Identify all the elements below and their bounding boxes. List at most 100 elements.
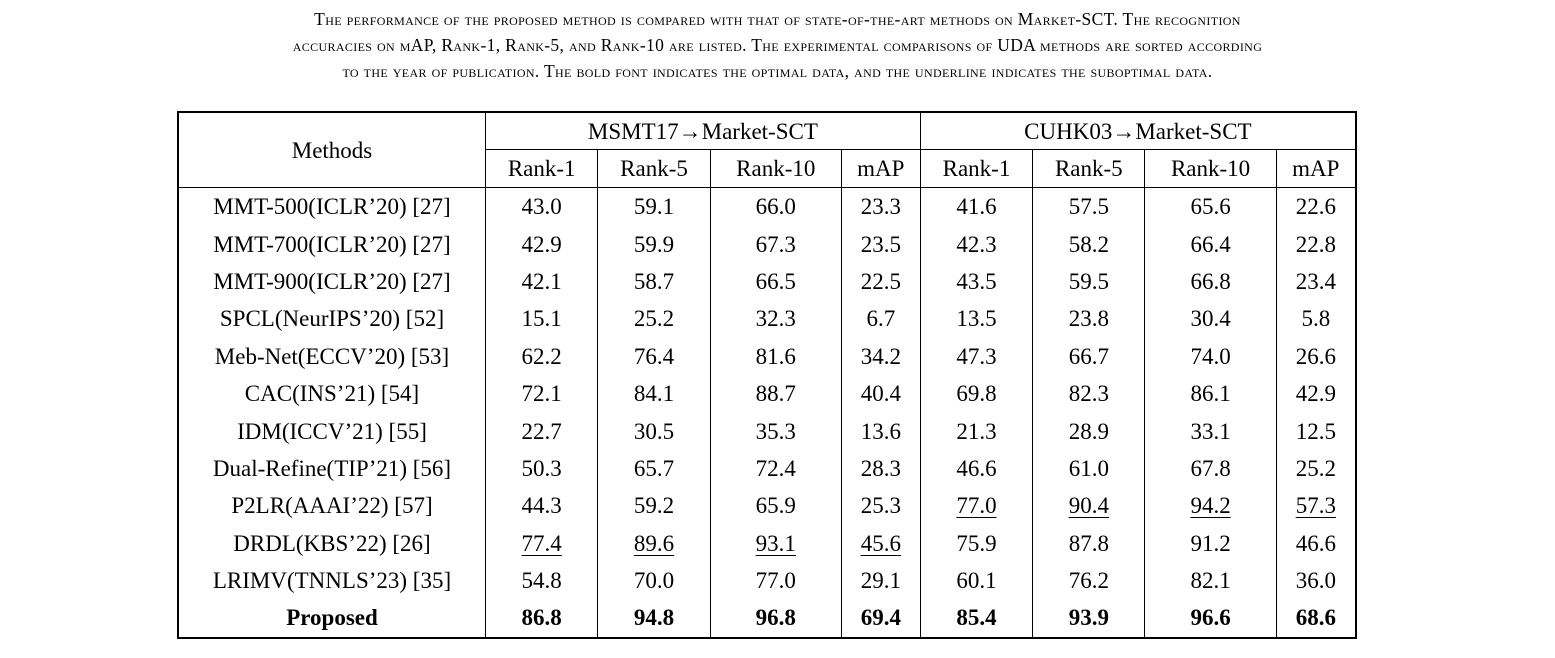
metric-cell: 6.7 xyxy=(840,300,921,338)
table-caption: The performance of the proposed method i… xyxy=(20,6,1535,84)
metric-value: 33.1 xyxy=(1190,418,1231,444)
metric-value: 90.4 xyxy=(1068,493,1109,519)
metric-value: 65.7 xyxy=(633,455,675,481)
metric-cell: 86.8 xyxy=(484,599,598,639)
metric-header: Rank-1 xyxy=(484,149,598,188)
method-name: Dual-Refine(TIP’21) [56] xyxy=(177,449,486,488)
metric-value: 40.4 xyxy=(860,381,901,407)
metric-header: mAP xyxy=(1275,149,1357,188)
metric-cell: 77.0 xyxy=(919,487,1033,525)
metric-value: 65.9 xyxy=(755,493,796,519)
method-name: MMT-500(ICLR’20) [27] xyxy=(177,187,486,226)
metric-cell: 13.6 xyxy=(840,412,921,450)
table-row: Proposed 86.8 94.8 96.8 69.4 85.4 93.9 96.6 68.6 xyxy=(177,599,1357,639)
metric-cell: 50.3 xyxy=(484,449,598,488)
metric-value: 81.6 xyxy=(755,343,796,369)
metric-cell: 87.8 xyxy=(1032,524,1145,562)
metric-value: 76.4 xyxy=(633,343,675,369)
metric-value: 26.6 xyxy=(1295,343,1336,369)
caption-line-1: The performance of the proposed method i… xyxy=(314,9,1241,29)
table-row: Meb-Net(ECCV’20) [53] 62.2 76.4 81.6 34.2 47.… xyxy=(177,337,1357,375)
metric-value: 93.1 xyxy=(755,530,796,556)
metric-value: 25.2 xyxy=(1295,455,1336,481)
metric-value: 23.4 xyxy=(1295,268,1336,294)
method-name: SPCL(NeurIPS’20) [52] xyxy=(177,300,486,338)
methods-header: Methods xyxy=(177,111,486,188)
metric-cell: 66.4 xyxy=(1144,225,1277,263)
metric-value: 23.5 xyxy=(860,231,901,257)
table-row: MMT-700(ICLR’20) [27] 42.9 59.9 67.3 23.5 42.… xyxy=(177,225,1357,263)
metric-cell: 76.4 xyxy=(597,337,711,375)
method-name: CAC(INS’21) [54] xyxy=(177,374,486,413)
metric-value: 66.4 xyxy=(1190,231,1231,257)
metric-value: 69.4 xyxy=(860,605,901,631)
metric-cell: 65.9 xyxy=(709,487,842,525)
metric-value: 82.1 xyxy=(1190,568,1231,594)
metric-cell: 86.1 xyxy=(1144,374,1277,413)
metric-cell: 77.4 xyxy=(484,524,598,562)
metric-cell: 59.2 xyxy=(597,487,711,525)
metric-header: Rank-10 xyxy=(1144,149,1277,188)
metric-cell: 33.1 xyxy=(1144,412,1277,450)
metric-cell: 22.5 xyxy=(840,262,921,301)
metric-value: 86.8 xyxy=(521,605,562,631)
metric-value: 44.3 xyxy=(521,493,562,519)
caption-line-3: to the year of publication. The bold fon… xyxy=(342,61,1213,81)
metric-value: 60.1 xyxy=(956,568,997,594)
metric-value: 96.6 xyxy=(1190,605,1231,631)
metric-cell: 67.8 xyxy=(1144,449,1277,488)
metric-cell: 34.2 xyxy=(840,337,921,375)
metric-value: 47.3 xyxy=(956,343,997,369)
metric-cell: 89.6 xyxy=(597,524,711,562)
metric-cell: 46.6 xyxy=(919,449,1033,488)
metric-value: 59.2 xyxy=(633,493,675,519)
metric-cell: 74.0 xyxy=(1144,337,1277,375)
results-table: Methods MSMT17→Market-SCT CUHK03→Market-… xyxy=(177,111,1357,639)
metric-value: 58.2 xyxy=(1068,231,1109,257)
metric-value: 77.4 xyxy=(521,530,562,556)
metric-cell: 72.1 xyxy=(484,374,598,413)
metric-header: mAP xyxy=(840,149,921,188)
metric-value: 66.5 xyxy=(755,268,796,294)
metric-value: 34.2 xyxy=(860,343,901,369)
metric-cell: 23.4 xyxy=(1275,262,1357,301)
metric-value: 35.3 xyxy=(755,418,796,444)
metric-value: 22.7 xyxy=(521,418,562,444)
metric-cell: 45.6 xyxy=(840,524,921,562)
metric-cell: 30.4 xyxy=(1144,300,1277,338)
metric-cell: 58.2 xyxy=(1032,225,1145,263)
metric-cell: 72.4 xyxy=(709,449,842,488)
metric-value: 13.6 xyxy=(860,418,901,444)
metric-cell: 57.3 xyxy=(1275,487,1357,525)
metric-value: 59.9 xyxy=(633,231,675,257)
metric-cell: 40.4 xyxy=(840,374,921,413)
metric-cell: 46.6 xyxy=(1275,524,1357,562)
metric-value: 72.1 xyxy=(521,381,562,407)
metric-header: Rank-5 xyxy=(1032,149,1145,188)
metric-value: 68.6 xyxy=(1295,605,1336,631)
metric-value: 57.5 xyxy=(1068,194,1109,220)
metric-cell: 23.5 xyxy=(840,225,921,263)
metric-value: 46.6 xyxy=(1295,530,1336,556)
metric-value: 42.9 xyxy=(1295,381,1336,407)
metric-cell: 93.1 xyxy=(709,524,842,562)
metric-value: 43.0 xyxy=(521,194,562,220)
metric-cell: 70.0 xyxy=(597,561,711,600)
metric-cell: 29.1 xyxy=(840,561,921,600)
metric-cell: 36.0 xyxy=(1275,561,1357,600)
table-row: LRIMV(TNNLS’23) [35] 54.8 70.0 77.0 29.1 60.1… xyxy=(177,561,1357,600)
metric-value: 77.0 xyxy=(755,568,796,594)
metric-cell: 75.9 xyxy=(919,524,1033,562)
metric-cell: 25.2 xyxy=(1275,449,1357,488)
metric-cell: 25.2 xyxy=(597,300,711,338)
metric-cell: 94.8 xyxy=(597,599,711,639)
metric-value: 65.6 xyxy=(1190,194,1231,220)
metric-cell: 84.1 xyxy=(597,374,711,413)
metric-value: 23.3 xyxy=(860,194,901,220)
metric-cell: 26.6 xyxy=(1275,337,1357,375)
metric-value: 67.3 xyxy=(755,231,796,257)
metric-cell: 43.0 xyxy=(484,187,598,226)
metric-cell: 90.4 xyxy=(1032,487,1145,525)
metric-value: 87.8 xyxy=(1068,530,1109,556)
metric-cell: 12.5 xyxy=(1275,412,1357,450)
